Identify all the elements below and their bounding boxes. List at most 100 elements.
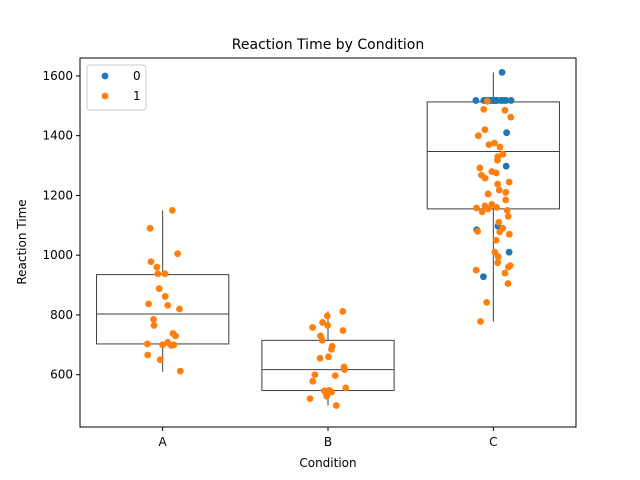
data-point	[174, 250, 182, 258]
data-point	[474, 132, 482, 140]
y-tick-label: 1000	[42, 248, 73, 262]
data-point	[491, 139, 498, 147]
box-C	[426, 72, 560, 322]
data-point	[339, 327, 347, 334]
data-point	[342, 384, 350, 392]
data-point	[164, 301, 172, 309]
data-point	[324, 322, 332, 329]
y-axis-label: Reaction Time	[15, 199, 29, 284]
data-point	[341, 366, 348, 374]
chart-title: Reaction Time by Condition	[232, 37, 424, 53]
data-point	[492, 236, 500, 244]
data-point	[309, 324, 316, 331]
data-point	[507, 97, 515, 104]
data-point	[331, 372, 339, 380]
data-point	[168, 206, 176, 214]
data-point	[478, 208, 486, 216]
data-point	[306, 395, 314, 403]
box-body	[261, 339, 395, 392]
data-point	[316, 354, 324, 362]
box-body	[426, 101, 560, 210]
data-point	[494, 180, 502, 188]
legend-label-0: 0	[133, 69, 141, 83]
data-point	[484, 190, 492, 198]
data-point	[480, 105, 488, 113]
data-point	[150, 316, 157, 323]
data-point	[504, 280, 512, 287]
axes: 600 800 1000 1200 1400 1600 A B C	[42, 69, 497, 449]
x-tick-label: A	[159, 435, 168, 449]
data-point	[483, 97, 491, 105]
data-point	[499, 150, 507, 158]
data-point	[496, 143, 504, 151]
data-point	[495, 218, 503, 226]
data-point	[493, 203, 500, 211]
data-point	[501, 106, 509, 114]
data-point	[481, 126, 489, 134]
data-point	[502, 97, 510, 104]
data-point	[507, 113, 515, 121]
data-point	[172, 332, 179, 340]
data-point	[332, 402, 340, 409]
data-point	[473, 204, 480, 212]
data-point	[474, 227, 482, 235]
plot-area	[96, 68, 560, 409]
legend: 01	[86, 64, 147, 111]
data-point	[325, 353, 332, 361]
x-tick-label: C	[489, 435, 497, 449]
data-point	[483, 299, 491, 306]
data-point	[328, 345, 335, 353]
data-point	[505, 178, 513, 186]
data-point	[503, 206, 511, 214]
legend-marker-0	[101, 72, 109, 80]
plot-frame	[79, 57, 577, 428]
data-point	[143, 340, 151, 348]
data-point	[154, 270, 162, 278]
data-point	[144, 351, 152, 359]
data-point	[155, 285, 163, 293]
data-point	[502, 189, 510, 196]
legend-marker-1	[101, 92, 109, 100]
data-point	[153, 263, 161, 271]
data-point	[167, 342, 175, 349]
data-point	[481, 174, 489, 182]
data-point	[309, 377, 317, 385]
data-point	[505, 230, 513, 238]
data-point	[502, 162, 510, 170]
data-point	[484, 205, 492, 213]
data-point	[477, 318, 484, 325]
data-point	[176, 367, 184, 375]
data-point	[311, 371, 319, 379]
data-point	[494, 253, 502, 261]
data-point	[323, 312, 331, 320]
x-axis-label: Condition	[299, 456, 356, 470]
x-tick-label: B	[324, 435, 332, 449]
data-point	[476, 164, 484, 172]
data-point	[497, 97, 505, 104]
data-point	[147, 258, 155, 266]
data-point	[323, 392, 331, 400]
data-point	[319, 319, 326, 326]
data-point	[504, 212, 512, 220]
data-point	[492, 169, 500, 177]
data-point	[496, 228, 504, 236]
data-point	[498, 68, 506, 76]
data-point	[501, 269, 509, 277]
data-point	[505, 248, 513, 256]
legend-label-1: 1	[133, 89, 141, 103]
box-body	[96, 274, 230, 345]
data-point	[495, 186, 503, 194]
data-point	[503, 129, 511, 137]
data-point	[176, 305, 183, 313]
y-tick-label: 1400	[42, 129, 73, 143]
data-point	[494, 156, 501, 164]
y-tick-label: 800	[50, 308, 73, 322]
y-tick-label: 1200	[42, 188, 73, 202]
y-tick-label: 1600	[42, 69, 73, 83]
data-point	[161, 270, 169, 278]
data-point	[156, 356, 164, 364]
data-point	[502, 196, 510, 204]
data-point	[472, 266, 480, 274]
data-point	[339, 307, 347, 315]
